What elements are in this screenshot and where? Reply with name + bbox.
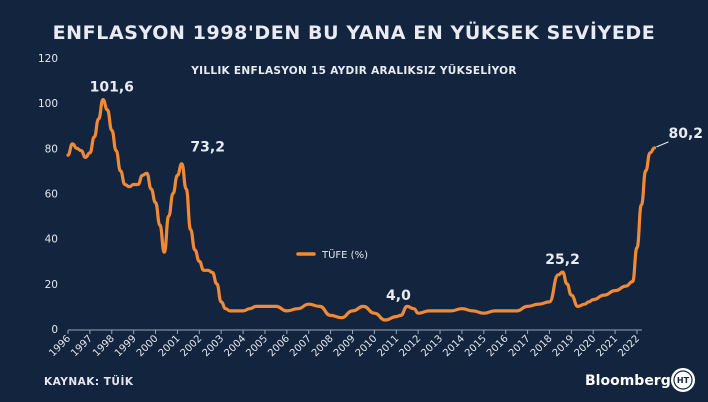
- legend: TÜFE (%): [296, 248, 368, 261]
- x-tick-label: 2014: [441, 333, 467, 359]
- annotation-label: 73,2: [190, 140, 225, 156]
- annotation-label: 101,6: [90, 80, 134, 96]
- x-axis: 1996199719981999200020012002200320042005…: [47, 329, 642, 359]
- annotation-label: 4,0: [386, 288, 411, 304]
- y-tick-label: 80: [45, 143, 58, 155]
- annotations-group: 101,6 73,2 4,0 25,2 80,2: [90, 80, 703, 304]
- series-group: [66, 98, 657, 322]
- x-tick-label: 2000: [135, 333, 161, 359]
- legend-label: TÜFE (%): [321, 248, 368, 261]
- y-tick-label: 60: [45, 189, 58, 201]
- x-tick-label: 2004: [222, 333, 248, 359]
- x-tick-label: 2009: [332, 333, 358, 359]
- logo-letters: HT: [677, 376, 690, 385]
- x-tick-label: 2016: [485, 333, 511, 359]
- y-tick-label: 0: [51, 324, 58, 336]
- chart-subtitle: YILLIK ENFLASYON 15 AYDIR ARALIKSIZ YÜKS…: [190, 63, 517, 77]
- x-tick-label: 2001: [157, 333, 183, 359]
- x-tick-label: 2006: [266, 333, 292, 359]
- x-tick-label: 1997: [69, 333, 95, 359]
- x-tick-label: 2017: [507, 333, 533, 359]
- x-tick-label: 2005: [244, 333, 270, 359]
- x-tick-label: 1999: [113, 333, 139, 359]
- brand-block: Bloomberg HT: [585, 368, 695, 392]
- annotation-leader: [656, 141, 669, 148]
- x-tick-label: 2011: [376, 333, 402, 359]
- annotation-label: 25,2: [545, 252, 580, 268]
- y-axis: 0 20 40 60 80 100 120: [38, 53, 58, 336]
- x-tick-label: 2003: [201, 333, 227, 359]
- annotation-label: 80,2: [668, 126, 703, 142]
- x-tick-label: 2013: [419, 333, 445, 359]
- x-tick-label: 2020: [573, 333, 599, 359]
- x-tick-label: 2015: [463, 333, 489, 359]
- x-tick-label: 2022: [616, 333, 642, 359]
- series-line-tufe: [66, 98, 657, 322]
- ht-logo: HT: [671, 368, 695, 392]
- x-tick-label: 2019: [551, 333, 577, 359]
- y-tick-label: 120: [38, 53, 58, 65]
- x-tick-label: 2012: [397, 333, 423, 359]
- x-tick-label: 1996: [47, 333, 73, 359]
- x-tick-label: 2010: [354, 333, 380, 359]
- brand-name: Bloomberg: [585, 373, 671, 389]
- chart-title: ENFLASYON 1998'DEN BU YANA EN YÜKSEK SEV…: [53, 20, 656, 44]
- x-tick-label: 2018: [529, 333, 555, 359]
- x-tick-label: 2008: [310, 333, 336, 359]
- y-tick-label: 40: [45, 234, 58, 246]
- y-tick-label: 20: [45, 279, 58, 291]
- x-tick-label: 2021: [594, 333, 620, 359]
- x-tick-label: 2007: [288, 333, 314, 359]
- source-note: KAYNAK: TÜİK: [44, 374, 134, 388]
- x-tick-label: 2002: [179, 333, 205, 359]
- x-tick-label: 1998: [91, 333, 117, 359]
- y-tick-label: 100: [38, 98, 58, 110]
